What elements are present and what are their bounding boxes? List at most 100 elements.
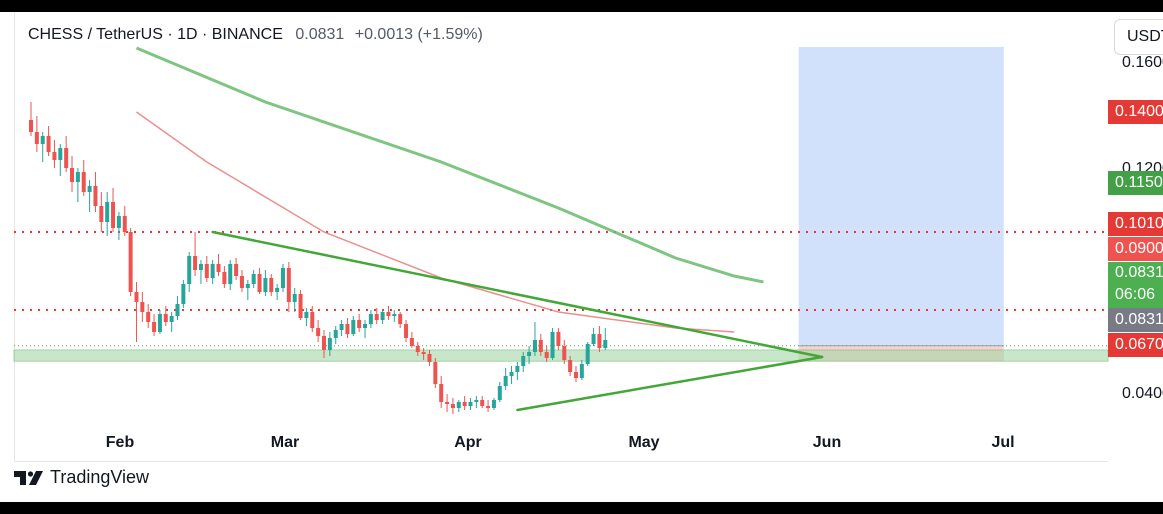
plot-area[interactable] <box>14 12 1108 462</box>
candle-body <box>116 216 121 228</box>
ma-line-ma200 <box>135 46 764 284</box>
target-zone <box>798 47 1004 346</box>
candle-body <box>222 272 227 284</box>
candle-body <box>450 404 455 408</box>
currency-button[interactable]: USDT <box>1114 19 1163 55</box>
symbol-header[interactable]: CHESS / TetherUS · 1D · BINANCE 0.0831 +… <box>28 26 483 44</box>
candle-body <box>597 334 602 348</box>
price-tag-ma200: 0.1150 <box>1108 171 1163 195</box>
candle-body <box>333 330 338 338</box>
candle-body <box>527 352 532 356</box>
candle-body <box>521 356 526 366</box>
candle-body <box>99 206 104 222</box>
candle-body <box>105 202 110 222</box>
candle-body <box>280 268 285 288</box>
candle-body <box>134 292 139 302</box>
candle-body <box>234 264 239 276</box>
support-zone <box>13 349 1109 362</box>
candle-body <box>111 202 116 228</box>
price-chart[interactable] <box>0 12 1163 502</box>
candle-body <box>462 402 467 406</box>
last-price-label: 0.0831 <box>295 26 345 43</box>
candle-body <box>29 120 33 132</box>
candle-body <box>140 302 145 312</box>
candle-body <box>497 386 502 400</box>
candle-body <box>292 294 297 302</box>
price-change-label: +0.0013 (+1.59%) <box>354 26 483 43</box>
candle-body <box>163 314 168 322</box>
candle-body <box>286 268 291 302</box>
candle-body <box>198 264 203 270</box>
tradingview-brand[interactable]: TradingView <box>14 467 149 488</box>
time-axis-apr: Apr <box>454 434 482 451</box>
trendline-descending <box>211 230 824 359</box>
candle-body <box>157 314 162 332</box>
candle-body <box>392 314 397 316</box>
candle-body <box>245 284 250 288</box>
candle-body <box>409 338 414 346</box>
price-tag-resistance-low: 0.1010 <box>1108 212 1163 236</box>
symbol-title[interactable]: CHESS / TetherUS · 1D · BINANCE <box>28 26 283 43</box>
time-axis-jun: Jun <box>812 434 842 451</box>
candle-body <box>556 332 561 346</box>
candle-body <box>486 406 491 408</box>
candle-body <box>415 346 420 352</box>
bar-countdown: 06:06 <box>1115 286 1156 303</box>
candle-body <box>204 264 209 278</box>
ma-line-ma100 <box>136 111 735 333</box>
candle-body <box>468 402 473 406</box>
time-axis-jul: Jul <box>991 434 1015 451</box>
candle-body <box>322 336 326 350</box>
candle-body <box>70 168 75 182</box>
candle-body <box>515 366 520 372</box>
candle-body <box>380 312 385 320</box>
candle-body <box>573 372 578 378</box>
chart-window: CHESS / TetherUS · 1D · BINANCE 0.0831 +… <box>0 12 1163 502</box>
candle-body <box>474 400 479 402</box>
candle-body <box>327 338 332 350</box>
tradingview-label: TradingView <box>50 467 150 487</box>
candle-body <box>550 332 555 358</box>
price-axis-label-low: 0.0400 <box>1122 385 1163 402</box>
candle-body <box>351 320 356 334</box>
candle-body <box>263 278 268 292</box>
last-price-value: 0.0831 <box>1115 264 1163 281</box>
candle-body <box>52 152 57 160</box>
time-axis-feb: Feb <box>105 434 135 451</box>
candle-body <box>128 232 133 292</box>
candle-body <box>175 304 180 316</box>
candle-body <box>298 294 303 318</box>
candle-body <box>269 278 274 292</box>
candle-body <box>216 264 221 272</box>
candle-body <box>64 148 69 168</box>
candle-body <box>357 320 362 328</box>
candle-body <box>374 314 379 320</box>
candle-body <box>603 340 608 348</box>
candle-body <box>228 264 233 284</box>
candle-body <box>509 372 514 376</box>
candle-body <box>345 324 350 334</box>
price-tag-stop: 0.0670 <box>1108 333 1163 357</box>
candle-body <box>544 352 549 358</box>
candle-body <box>316 328 321 336</box>
price-tag-last: 0.0831 06:06 <box>1108 262 1163 308</box>
price-tag-support: 0.0831 <box>1108 308 1163 332</box>
candle-body <box>46 136 51 152</box>
candle-body <box>339 324 344 330</box>
candle-body <box>75 172 80 182</box>
time-axis-mar: Mar <box>270 434 300 451</box>
candle-body <box>58 148 63 160</box>
candle-body <box>456 402 461 408</box>
candle-body <box>404 324 409 338</box>
candle-body <box>591 334 596 344</box>
candle-body <box>421 352 426 354</box>
candle-body <box>579 364 584 378</box>
price-tag-ma100: 0.0900 <box>1108 237 1163 261</box>
candle-body <box>275 288 280 292</box>
candle-body <box>251 274 256 284</box>
candle-body <box>585 344 590 364</box>
candle-body <box>146 312 151 322</box>
candle-body <box>40 136 45 144</box>
